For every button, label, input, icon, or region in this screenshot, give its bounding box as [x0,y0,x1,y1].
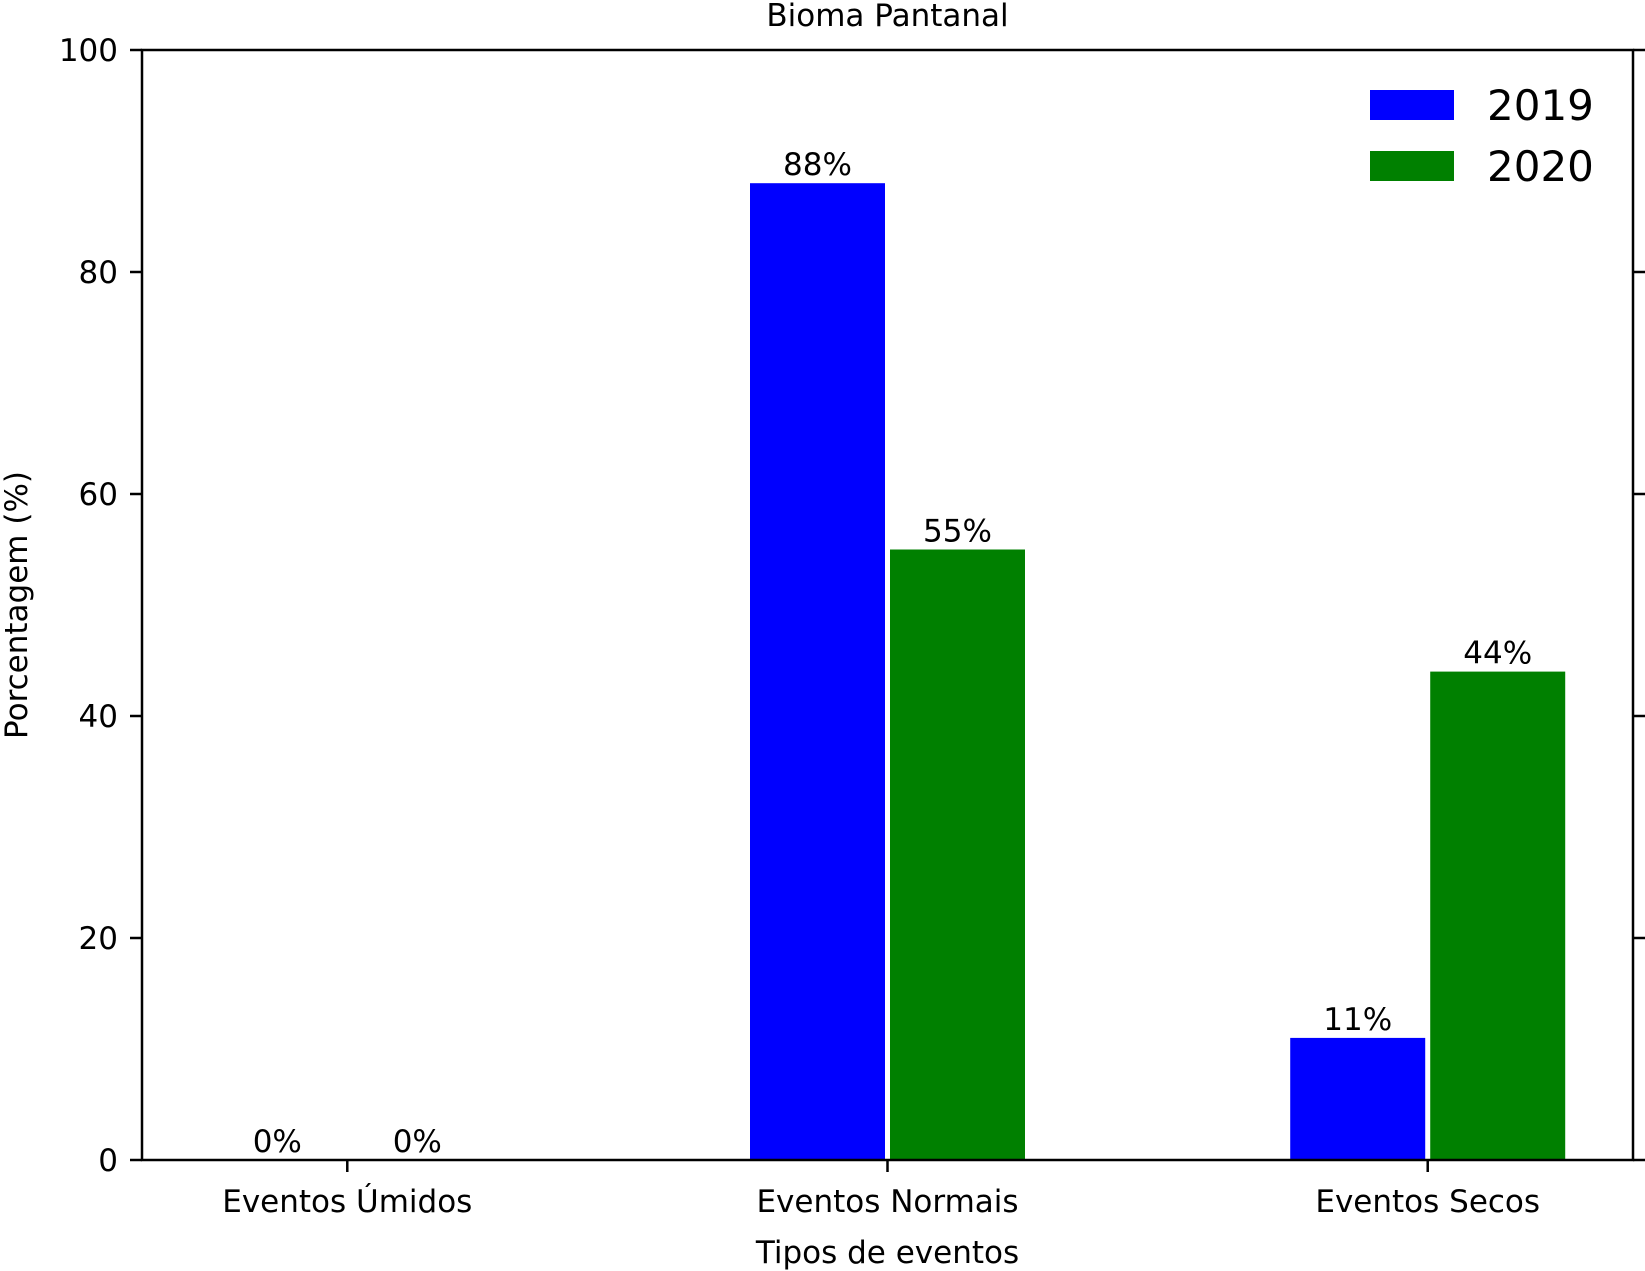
bar-label-2020-1: 55% [923,514,992,550]
x-axis: Eventos Úmidos Eventos Normais Eventos Sec… [222,1160,1540,1220]
legend-swatch-2019 [1370,90,1454,120]
plot-frame [140,48,1635,1162]
y-axis: 0 20 40 60 80 100 [59,33,1645,1179]
bar-label-2019-0: 0% [253,1124,302,1160]
x-axis-title: Tipos de eventos [755,1235,1019,1271]
bar-2020-1 [890,549,1025,1160]
y-tick-label: 40 [79,699,118,735]
legend-swatch-2020 [1370,151,1454,181]
y-tick-label: 80 [79,255,118,291]
bar-labels-layer: 0% 0% 88% 55% 11% 44% [253,147,1532,1160]
x-tick-label: Eventos Normais [756,1184,1018,1220]
bar-label-2019-1: 88% [783,147,852,183]
y-axis-title: Porcentagem (%) [0,471,35,739]
y-tick-label: 0 [98,1143,118,1179]
bars-layer [750,183,1566,1160]
y-tick-label: 100 [59,33,118,69]
y-tick-label: 60 [79,477,118,513]
bar-label-2020-2: 44% [1463,636,1532,672]
x-tick-label: Eventos Secos [1315,1184,1540,1220]
bar-label-2019-2: 11% [1323,1002,1392,1038]
legend: 2019 2020 [1370,81,1594,191]
x-tick-label: Eventos Úmidos [222,1183,472,1220]
bar-label-2020-0: 0% [393,1124,442,1160]
legend-label-2019: 2019 [1487,81,1594,130]
bar-2019-1 [750,183,885,1160]
bar-2019-2 [1290,1037,1426,1160]
chart-title: Bioma Pantanal [766,0,1008,34]
y-tick-label: 20 [79,921,118,957]
legend-label-2020: 2020 [1487,142,1594,191]
bar-2020-2 [1430,671,1566,1160]
